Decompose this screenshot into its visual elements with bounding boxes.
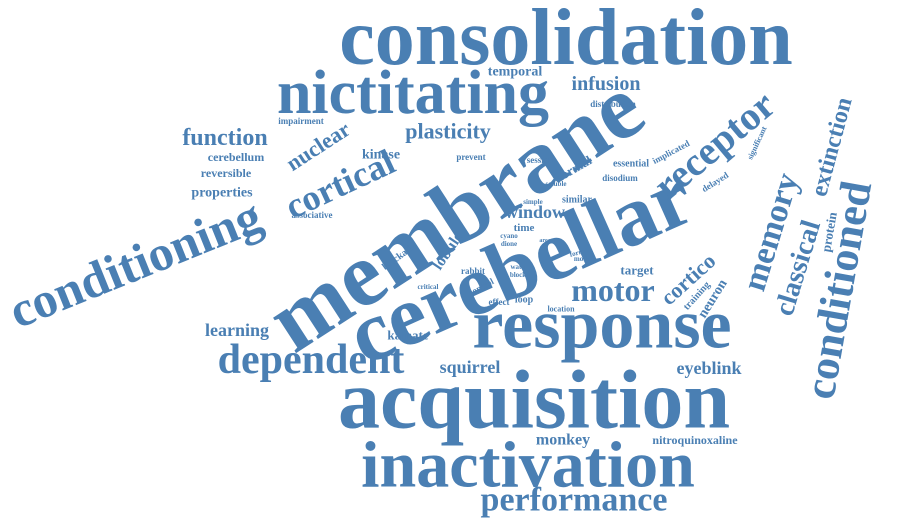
- word-effect: effect: [489, 297, 510, 307]
- word-response: response: [472, 287, 731, 364]
- word-simple: simple: [523, 198, 542, 206]
- word-target: target: [620, 263, 654, 278]
- word-distribution: distribution: [590, 99, 636, 109]
- word-session: session: [527, 155, 554, 165]
- word-loop: loop: [515, 295, 534, 306]
- word-temporal: temporal: [488, 65, 543, 80]
- word-eyeblink: eyeblink: [676, 358, 741, 378]
- word-nitroquinoxaline: nitroquinoxaline: [652, 433, 738, 447]
- word-cyano: cyano: [500, 232, 518, 240]
- word-water: water: [510, 263, 527, 271]
- word-performance: performance: [481, 482, 668, 519]
- word-associative: associative: [292, 210, 333, 220]
- word-window: window: [505, 202, 565, 222]
- word-plasticity: plasticity: [405, 119, 491, 144]
- word-receptor: receptor: [645, 82, 784, 209]
- word-conditioned: conditioned: [795, 177, 881, 402]
- word-location: location: [547, 305, 575, 314]
- word-nictitating: nictitating: [277, 59, 549, 127]
- word-cerebellum: cerebellum: [208, 150, 264, 164]
- word-soluble: soluble: [545, 180, 566, 188]
- word-monkey: monkey: [536, 432, 590, 449]
- word-kinase: kinase: [362, 148, 400, 163]
- word-critical: critical: [418, 283, 439, 291]
- word-conditioning: conditioning: [1, 187, 269, 339]
- word-rabbit: rabbit: [461, 266, 485, 276]
- word-similar: similar: [562, 195, 593, 206]
- word-impairment: impairment: [278, 116, 324, 126]
- word-motor: motor: [571, 272, 655, 308]
- word-time: time: [514, 222, 535, 234]
- word-area: area: [539, 238, 550, 244]
- word-properties: properties: [191, 186, 253, 201]
- word-form: form: [569, 247, 585, 259]
- word-acquisition: acquisition: [338, 354, 730, 447]
- word-learning: learning: [205, 320, 269, 340]
- word-dependent: dependent: [218, 337, 405, 383]
- word-prevent: prevent: [456, 152, 485, 162]
- word-essential: essential: [613, 159, 649, 170]
- word-model: model: [574, 255, 592, 263]
- word-infusion: infusion: [572, 73, 641, 95]
- word-reversible: reversible: [201, 166, 252, 180]
- word-squirrel: squirrel: [440, 357, 501, 377]
- word-kainate: kainate: [387, 328, 428, 343]
- word-inactivation: inactivation: [361, 429, 695, 502]
- word-function: function: [182, 125, 267, 151]
- word-disodium: disodium: [602, 173, 638, 183]
- word-consolidation: consolidation: [339, 0, 792, 82]
- word-block: block: [510, 271, 526, 279]
- word-dione: dione: [501, 240, 517, 248]
- word-protein: protein: [818, 210, 840, 253]
